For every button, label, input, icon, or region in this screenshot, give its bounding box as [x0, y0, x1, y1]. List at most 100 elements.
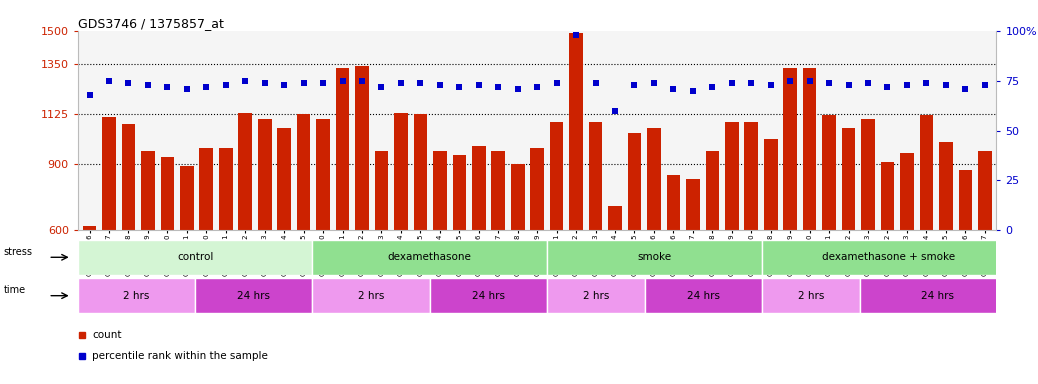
Bar: [199, 148, 213, 364]
Text: 2 hrs: 2 hrs: [797, 291, 824, 301]
Bar: [219, 148, 233, 364]
Point: [392, 79, 409, 86]
Text: 24 hrs: 24 hrs: [238, 291, 270, 301]
Text: percentile rank within the sample: percentile rank within the sample: [92, 351, 268, 361]
Point: [217, 81, 234, 88]
Point: [159, 84, 175, 90]
Bar: [939, 142, 953, 364]
Bar: [862, 119, 875, 364]
Point: [334, 78, 351, 84]
Text: GDS3746 / 1375857_at: GDS3746 / 1375857_at: [78, 17, 224, 30]
Bar: [880, 162, 895, 364]
Point: [937, 81, 954, 88]
Point: [179, 86, 195, 92]
Bar: [744, 122, 758, 364]
Bar: [608, 206, 622, 364]
Bar: [239, 113, 252, 364]
Point: [354, 78, 371, 84]
Text: stress: stress: [4, 247, 33, 257]
Bar: [453, 155, 466, 364]
Point: [237, 78, 253, 84]
Text: 24 hrs: 24 hrs: [687, 291, 719, 301]
Bar: [978, 151, 991, 364]
Bar: [958, 170, 973, 364]
Point: [548, 79, 565, 86]
Point: [256, 79, 273, 86]
Bar: [413, 114, 428, 364]
Bar: [706, 151, 719, 364]
Bar: [822, 115, 836, 364]
Bar: [335, 68, 350, 364]
Point: [782, 78, 798, 84]
Point: [801, 78, 818, 84]
Bar: [628, 133, 641, 364]
Bar: [900, 153, 913, 364]
Bar: [141, 151, 155, 364]
Point: [723, 79, 740, 86]
Point: [704, 84, 720, 90]
Bar: [78, 278, 195, 313]
Point: [743, 79, 760, 86]
Bar: [859, 278, 1016, 313]
Bar: [589, 122, 602, 364]
Bar: [686, 179, 700, 364]
Point: [588, 79, 604, 86]
Point: [899, 81, 916, 88]
Point: [374, 84, 390, 90]
Bar: [317, 119, 330, 364]
Text: 24 hrs: 24 hrs: [472, 291, 504, 301]
Text: 2 hrs: 2 hrs: [358, 291, 384, 301]
Point: [879, 84, 896, 90]
Bar: [762, 278, 859, 313]
Bar: [802, 68, 817, 364]
Point: [685, 88, 702, 94]
Bar: [83, 226, 97, 364]
Point: [198, 84, 215, 90]
Point: [977, 81, 993, 88]
Bar: [547, 240, 762, 275]
Bar: [375, 151, 388, 364]
Bar: [842, 128, 855, 364]
Point: [528, 84, 546, 90]
Bar: [180, 166, 194, 364]
Bar: [784, 68, 797, 364]
Bar: [725, 122, 739, 364]
Point: [412, 79, 429, 86]
Text: time: time: [4, 285, 26, 296]
Bar: [394, 113, 408, 364]
Bar: [297, 114, 310, 364]
Bar: [762, 240, 1016, 275]
Bar: [312, 278, 430, 313]
Bar: [491, 151, 506, 364]
Point: [957, 86, 974, 92]
Text: count: count: [92, 331, 121, 341]
Point: [918, 79, 934, 86]
Point: [859, 79, 876, 86]
Point: [626, 81, 643, 88]
Text: 24 hrs: 24 hrs: [922, 291, 954, 301]
Bar: [102, 117, 116, 364]
Point: [450, 84, 467, 90]
Bar: [121, 124, 135, 364]
Bar: [355, 66, 368, 364]
Bar: [530, 148, 544, 364]
Point: [315, 79, 331, 86]
Point: [81, 91, 98, 98]
Point: [295, 79, 311, 86]
Point: [568, 31, 584, 38]
Bar: [433, 151, 446, 364]
Point: [821, 79, 838, 86]
Bar: [430, 278, 547, 313]
Point: [139, 81, 156, 88]
Point: [606, 108, 623, 114]
Text: 2 hrs: 2 hrs: [124, 291, 149, 301]
Bar: [920, 115, 933, 364]
Point: [646, 79, 662, 86]
Bar: [666, 175, 680, 364]
Text: dexamethasone + smoke: dexamethasone + smoke: [822, 252, 956, 262]
Bar: [647, 128, 661, 364]
Point: [470, 81, 487, 88]
Text: 2 hrs: 2 hrs: [582, 291, 609, 301]
Text: control: control: [176, 252, 214, 262]
Text: smoke: smoke: [637, 252, 672, 262]
